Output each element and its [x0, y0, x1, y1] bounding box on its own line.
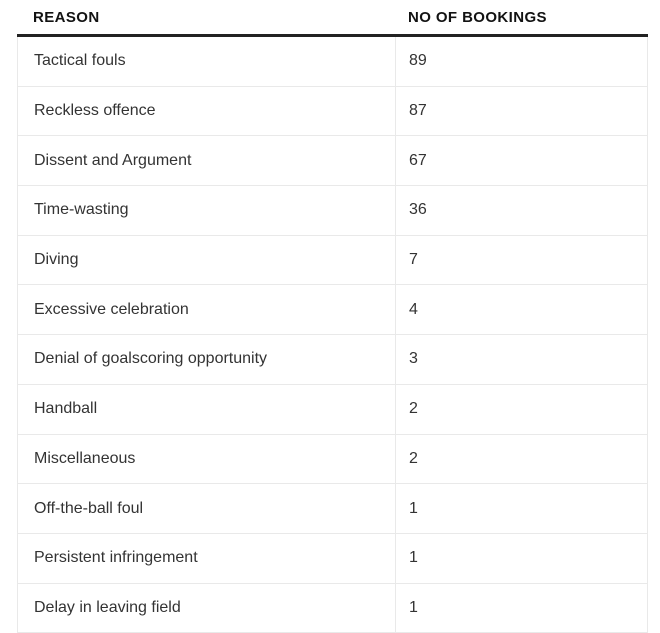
bookings-cell: 3: [395, 335, 647, 384]
table-row: Tactical fouls 89: [18, 37, 647, 87]
bookings-cell: 7: [395, 235, 647, 285]
table-row: Dissent and Argument 67: [18, 136, 647, 187]
bookings-cell: 87: [395, 86, 647, 136]
table-row: Delay in leaving field 1: [18, 583, 647, 633]
reason-cell: Delay in leaving field: [34, 598, 181, 616]
bookings-cell: 1: [395, 583, 647, 633]
bookings-cell: 36: [395, 186, 647, 235]
table-body: Tactical fouls 89 Reckless offence 87 Di…: [17, 37, 648, 633]
column-header-bookings: NO OF BOOKINGS: [408, 8, 547, 26]
reason-cell: Tactical fouls: [34, 52, 126, 70]
reason-cell: Persistent infringement: [34, 549, 198, 567]
header-rule-divider: [17, 34, 648, 37]
reason-cell: Reckless offence: [34, 102, 156, 120]
reason-cell: Off-the-ball foul: [34, 499, 144, 517]
table-row: Time-wasting 36: [18, 186, 647, 236]
table-row: Excessive celebration 4: [18, 285, 647, 336]
bookings-cell: 4: [395, 285, 647, 335]
table-row: Off-the-ball foul 1: [18, 484, 647, 534]
reason-cell: Handball: [34, 400, 98, 418]
bookings-cell: 67: [395, 136, 647, 186]
table-row: Denial of goalscoring opportunity 3: [18, 335, 647, 385]
bookings-cell: 2: [395, 434, 647, 484]
table-header-row: REASON NO OF BOOKINGS: [17, 0, 648, 34]
reason-cell: Dissent and Argument: [34, 151, 192, 169]
column-header-reason: REASON: [33, 8, 100, 26]
table-row: Persistent infringement 1: [18, 533, 647, 584]
reason-cell: Miscellaneous: [34, 449, 136, 467]
table-row: Diving 7: [18, 235, 647, 286]
table-row: Miscellaneous 2: [18, 434, 647, 485]
table-row: Reckless offence 87: [18, 86, 647, 137]
reason-cell: Denial of goalscoring opportunity: [34, 350, 268, 368]
table-row: Handball 2: [18, 384, 647, 435]
bookings-cell: 89: [395, 37, 647, 86]
reason-cell: Excessive celebration: [34, 300, 189, 318]
reason-cell: Diving: [34, 251, 79, 269]
bookings-cell: 1: [395, 484, 647, 533]
reason-cell: Time-wasting: [34, 201, 129, 219]
bookings-cell: 1: [395, 533, 647, 583]
bookings-cell: 2: [395, 384, 647, 434]
